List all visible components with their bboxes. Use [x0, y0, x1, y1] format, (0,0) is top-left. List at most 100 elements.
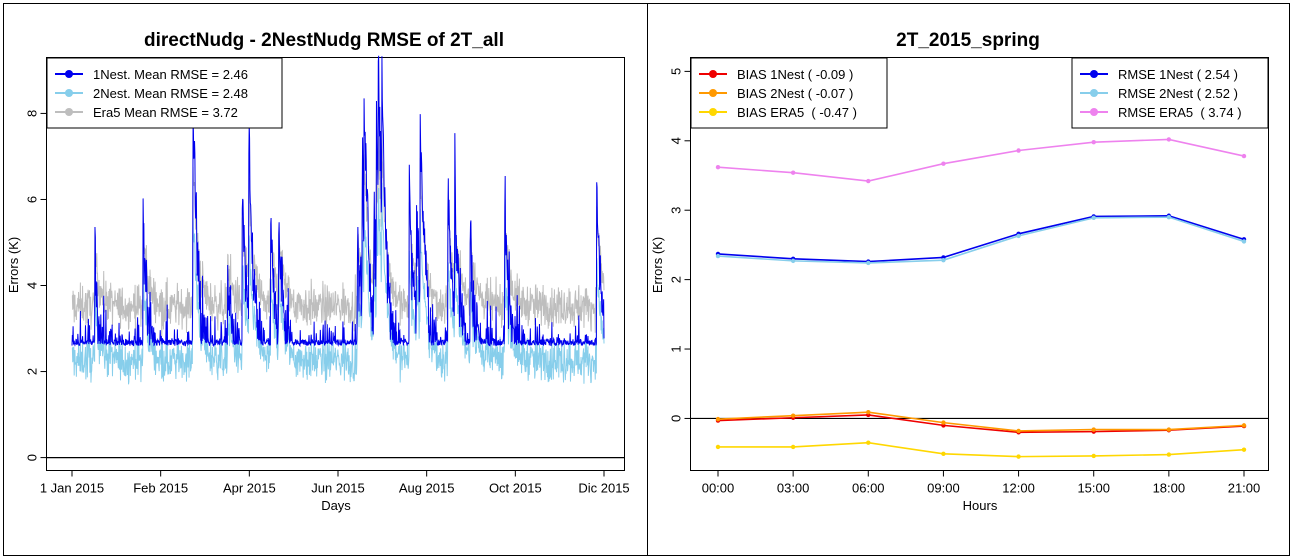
right-y-axis: 0 1 2 3 4 5: [669, 68, 691, 422]
right-series-rmse-era5-point: [790, 170, 796, 175]
left-series-1nest-line: [71, 55, 605, 348]
right-series-bias-era5: [715, 440, 1247, 459]
right-legend-right-swatch-dot: [1090, 70, 1098, 78]
right-series-bias-era5-point: [1091, 453, 1096, 459]
right-series-bias-era5-point: [1241, 447, 1247, 452]
left-x-axis-label: Days: [321, 498, 351, 513]
right-x-axis-label: Hours: [963, 498, 998, 513]
left-x-tick-label: Dic 2015: [578, 481, 629, 496]
right-x-tick-label: 18:00: [1153, 481, 1186, 496]
right-series-bias-2nest-point: [1016, 428, 1021, 434]
right-series-bias-2nest-point: [715, 416, 721, 422]
left-series-era5-line: [71, 130, 605, 337]
right-legend-left-label: BIAS ERA5 ( -0.47 ): [737, 105, 857, 120]
right-legend-left-label: BIAS 2Nest ( -0.07 ): [737, 86, 853, 101]
right-series-bias-2nest-point: [1166, 427, 1172, 432]
right-y-axis-label: Errors (K): [650, 237, 665, 293]
left-legend-label: Era5 Mean RMSE = 3.72: [93, 105, 238, 120]
right-y-tick-label: 1: [669, 345, 684, 352]
right-x-tick-label: 21:00: [1228, 481, 1261, 496]
right-x-tick-label: 00:00: [702, 481, 735, 496]
right-series-rmse-era5-point: [1091, 139, 1096, 145]
right-series-rmse-2nest-point: [715, 253, 721, 259]
right-legend-rmse: RMSE 1Nest ( 2.54 ) RMSE 2Nest ( 2.52 ) RM…: [1071, 57, 1269, 129]
left-legend-box: [46, 57, 283, 129]
right-y-tick-label: 2: [669, 276, 684, 283]
left-x-tick-label: 1 Jan 2015: [40, 481, 104, 496]
right-series-bias-era5-point: [715, 444, 721, 450]
left-x-tick-label: Oct 2015: [489, 481, 542, 496]
right-legend-left-label: BIAS 1Nest ( -0.09 ): [737, 67, 853, 82]
right-x-tick-label: 03:00: [777, 481, 810, 496]
right-series-rmse-era5-point: [715, 164, 721, 170]
right-series-rmse-2nest-point: [1016, 233, 1021, 239]
right-series-rmse-2nest: [715, 214, 1247, 266]
left-legend-swatch-dot: [65, 70, 73, 78]
right-series-bias-era5-point: [1166, 452, 1172, 457]
right-series-bias-2nest: [715, 409, 1247, 434]
right-series-rmse-era5: [715, 137, 1247, 184]
right-legend-right-label: RMSE 1Nest ( 2.54 ): [1118, 67, 1238, 82]
right-series-rmse-2nest-point: [1166, 214, 1172, 220]
right-y-tick-label: 5: [669, 68, 684, 75]
left-legend-swatch-dot: [65, 108, 73, 116]
right-series-bias-2nest-point: [1241, 423, 1247, 428]
left-chart-title: directNudg - 2NestNudg RMSE of 2T_all: [144, 30, 504, 51]
left-y-tick-label: 6: [25, 196, 40, 203]
left-y-axis-label: Errors (K): [6, 237, 21, 293]
right-x-tick-label: 06:00: [852, 481, 885, 496]
right-series-bias-era5-point: [941, 451, 946, 457]
right-chart: 2T_2015_spring 0 1 2 3 4 5 00:00 03:00 06:00 09:…: [650, 30, 1269, 513]
right-series-rmse-2nest-point: [866, 260, 871, 266]
right-series-rmse-2nest-point: [1241, 239, 1247, 244]
right-y-tick-label: 4: [669, 137, 684, 144]
right-x-tick-label: 09:00: [927, 481, 960, 496]
right-legend-right-label: RMSE ERA5 ( 3.74 ): [1118, 105, 1242, 120]
right-plot-frame: [690, 57, 1269, 471]
left-series-2nest-line: [71, 182, 605, 385]
right-legend-left-swatch-dot: [709, 108, 717, 116]
right-series-rmse-1nest-line: [717, 214, 1245, 263]
left-plot-frame: [46, 57, 625, 471]
left-chart: directNudg - 2NestNudg RMSE of 2T_all 0 2…: [6, 30, 630, 513]
right-x-tick-label: 15:00: [1077, 481, 1110, 496]
left-x-axis: 1 Jan 2015 Feb 2015 Apr 2015 Jun 2015 Aug 20…: [40, 470, 630, 496]
figure-border: [3, 3, 1290, 556]
left-legend-label: 2Nest. Mean RMSE = 2.48: [93, 86, 248, 101]
left-y-tick-label: 8: [25, 110, 40, 117]
right-series-bias-era5-point: [1016, 454, 1021, 459]
left-legend: 1Nest. Mean RMSE = 2.46 2Nest. Mean RMSE …: [46, 57, 283, 129]
right-series-bias-2nest-point: [790, 413, 796, 418]
right-legend-left-swatch-dot: [709, 89, 717, 97]
right-legend-left-swatch-dot: [709, 70, 717, 78]
right-series-bias-era5-point: [866, 440, 871, 445]
right-series-rmse-era5-line: [717, 138, 1245, 182]
left-legend-swatch-dot: [65, 89, 73, 97]
left-x-tick-label: Jun 2015: [311, 481, 365, 496]
right-series-bias-2nest-point: [1091, 427, 1096, 432]
right-y-tick-label: 0: [669, 415, 684, 422]
left-y-tick-label: 4: [25, 282, 40, 289]
right-series-bias-1nest-line: [717, 414, 1245, 434]
left-y-axis: 0 2 4 6 8: [25, 110, 47, 461]
right-series-bias-era5-point: [790, 444, 796, 450]
right-legend-right-swatch-dot: [1090, 108, 1098, 116]
right-legend-right-swatch-dot: [1090, 89, 1098, 97]
right-series-group: [715, 137, 1247, 459]
right-series-rmse-era5-point: [1241, 153, 1247, 159]
right-series-rmse-era5-point: [1016, 148, 1021, 153]
left-x-tick-label: Feb 2015: [133, 481, 188, 496]
right-series-rmse-2nest-line: [717, 216, 1245, 264]
left-y-tick-label: 0: [25, 454, 40, 461]
right-series-bias-2nest-line: [717, 411, 1245, 432]
right-x-axis: 00:00 03:00 06:00 09:00 12:00 15:00 18:00 21:00: [702, 470, 1261, 496]
right-legend-bias: BIAS 1Nest ( -0.09 ) BIAS 2Nest ( -0.07 )…: [690, 57, 888, 129]
right-series-bias-era5-line: [718, 441, 1245, 458]
left-x-tick-label: Apr 2015: [223, 481, 276, 496]
right-series-rmse-2nest-point: [790, 258, 796, 264]
left-x-tick-label: Aug 2015: [399, 481, 455, 496]
left-legend-label: 1Nest. Mean RMSE = 2.46: [93, 67, 248, 82]
right-x-tick-label: 12:00: [1002, 481, 1035, 496]
right-series-rmse-era5-point: [1166, 137, 1172, 142]
